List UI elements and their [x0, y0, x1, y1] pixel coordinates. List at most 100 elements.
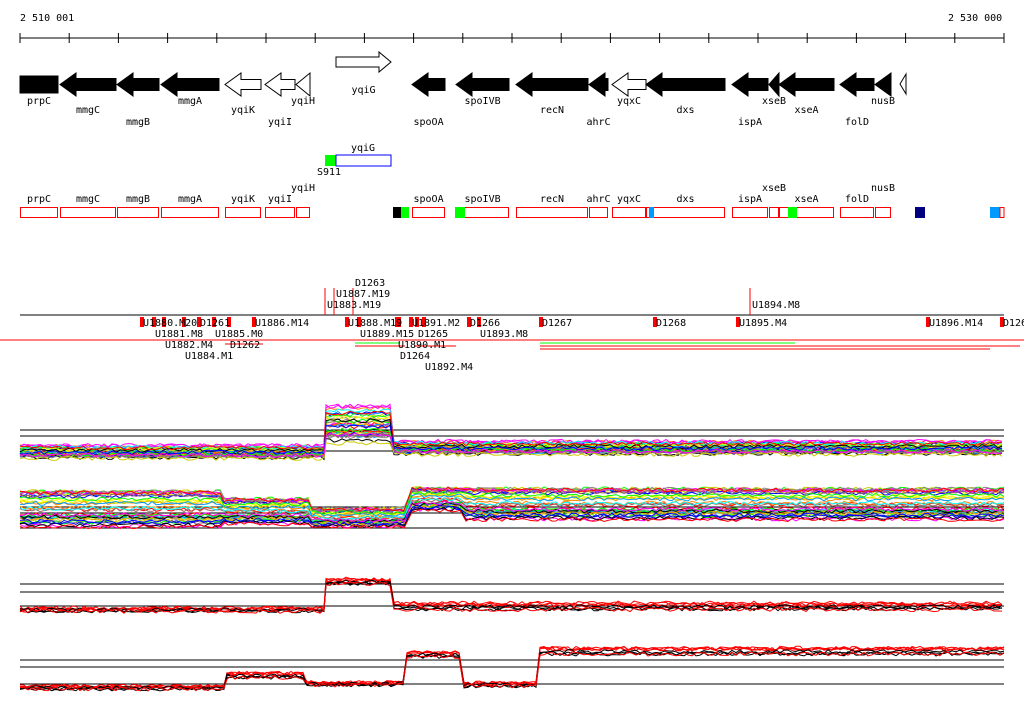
operon-box-yqxC[interactable]: [612, 207, 646, 218]
gene-label-folD[interactable]: folD: [845, 117, 870, 128]
operon-label-yqxC: yqxC: [617, 194, 642, 205]
gene-arrow-yqiG[interactable]: [335, 50, 392, 74]
segment-label[interactable]: U1881.M8: [155, 329, 204, 340]
gene-arrow-yqiK[interactable]: [224, 72, 262, 97]
gene-label-mmgC[interactable]: mmgC: [76, 105, 101, 116]
gene-arrow-dxs[interactable]: [645, 72, 726, 97]
segment-label[interactable]: U1880.M20: [143, 318, 198, 329]
operon-box-xseB[interactable]: [769, 207, 779, 218]
gene-arrow-xseA[interactable]: [778, 72, 835, 97]
operon-box-folD[interactable]: [840, 207, 874, 218]
gene-arrow-prpC[interactable]: [19, 75, 59, 94]
segment-label[interactable]: U1885.M0: [215, 329, 264, 340]
segment-label[interactable]: D1261: [200, 318, 231, 329]
operon-box-recN[interactable]: [516, 207, 588, 218]
gene-label-yqiH[interactable]: yqiH: [291, 96, 316, 107]
gene-label-nusB[interactable]: nusB: [871, 96, 896, 107]
gene-arrow-mmgA[interactable]: [160, 72, 220, 97]
segment-label[interactable]: U1893.M8: [480, 329, 529, 340]
expression-profile-line: [19, 508, 1005, 530]
regulatory-site-marker: [455, 207, 465, 218]
segment-marker: [182, 317, 186, 327]
segment-label[interactable]: D1264: [400, 351, 431, 362]
segment-marker: [252, 317, 256, 327]
operon-box-nusB[interactable]: [875, 207, 891, 218]
gene-arrow-ispA[interactable]: [731, 72, 769, 97]
operon-box-yqiI[interactable]: [265, 207, 295, 218]
gene-label-mmgB[interactable]: mmgB: [126, 117, 151, 128]
gene-arrow-spoIVB[interactable]: [455, 72, 510, 97]
segment-label[interactable]: U1884.M1: [185, 351, 234, 362]
segment-label[interactable]: U1890.M1: [398, 340, 447, 351]
segment-label[interactable]: U1891.M2: [412, 318, 461, 329]
operon-box-mmgA[interactable]: [161, 207, 219, 218]
segment-label[interactable]: U1888.M19: [348, 318, 403, 329]
expression-profile-line: [19, 432, 1002, 458]
segment-label[interactable]: D1269: [1003, 318, 1024, 329]
segment-label[interactable]: D1265: [418, 329, 449, 340]
gene-arrow-yqxC[interactable]: [611, 72, 647, 97]
segment-label[interactable]: U1882.M4: [165, 340, 214, 351]
gene-label-yqxC[interactable]: yqxC: [617, 96, 642, 107]
gene-label-spoIVB[interactable]: spoIVB: [464, 96, 501, 107]
gene-arrow-nusB[interactable]: [874, 72, 892, 97]
operon-box-yqiK[interactable]: [225, 207, 261, 218]
operon-box-mmgC[interactable]: [60, 207, 116, 218]
segment-marker: [409, 317, 413, 327]
operon-box-yqiH[interactable]: [296, 207, 310, 218]
operon-box-dxs[interactable]: [646, 207, 725, 218]
gene-arrow-recN[interactable]: [515, 72, 589, 97]
gene-label-mmgA[interactable]: mmgA: [178, 96, 203, 107]
operon-label-xseA: xseA: [794, 194, 819, 205]
gene-arrow-spoOA[interactable]: [411, 72, 446, 97]
segment-marker: [357, 317, 361, 327]
segment-label[interactable]: D1263: [355, 278, 386, 289]
gene-arrow-folD[interactable]: [839, 72, 875, 97]
segment-label[interactable]: U1896.M14: [929, 318, 984, 329]
operon-box-ahrC[interactable]: [589, 207, 608, 218]
gene-label-prpC[interactable]: prpC: [27, 96, 52, 107]
segment-label[interactable]: D1268: [656, 318, 687, 329]
segment-label[interactable]: U1887.M19: [336, 289, 391, 300]
segment-label[interactable]: U1895.M4: [739, 318, 788, 329]
gene-arrow-mmgC[interactable]: [59, 72, 117, 97]
segment-label[interactable]: U1889.M15: [360, 329, 415, 340]
segment-marker: [653, 317, 657, 327]
gene-label-yqiG[interactable]: yqiG: [351, 85, 376, 96]
gene-label-ispA[interactable]: ispA: [738, 117, 763, 128]
truncated-gene-arrow[interactable]: [899, 72, 907, 96]
expression-profile-line: [19, 581, 1003, 614]
operon-label-yqiI: yqiI: [268, 194, 293, 205]
gene-arrow-yqiI[interactable]: [264, 72, 296, 97]
gene-arrow-yqiH[interactable]: [295, 71, 311, 98]
operon-box-ispA[interactable]: [732, 207, 768, 218]
gene-arrow-ahrC[interactable]: [588, 72, 609, 97]
gene-label-xseB[interactable]: xseB: [762, 96, 787, 107]
segment-label[interactable]: D1267: [542, 318, 573, 329]
operon-box-spoOA[interactable]: [412, 207, 445, 218]
gene-label-recN[interactable]: recN: [540, 105, 565, 116]
gene-arrow-xseB[interactable]: [768, 71, 780, 98]
segment-label[interactable]: U1883.M19: [327, 300, 382, 311]
gene-label-dxs[interactable]: dxs: [676, 105, 695, 116]
gene-label-ahrC[interactable]: ahrC: [586, 117, 611, 128]
expression-profile-line: [19, 505, 1005, 527]
gene-label-yqiI[interactable]: yqiI: [268, 117, 293, 128]
segment-label[interactable]: U1892.M4: [425, 362, 474, 373]
gene-label-xseA[interactable]: xseA: [794, 105, 819, 116]
operon-label-ahrC: ahrC: [586, 194, 611, 205]
yqiG-feature-box[interactable]: [335, 154, 392, 167]
gene-arrow-mmgB[interactable]: [116, 72, 160, 97]
operon-box-xseA[interactable]: [779, 207, 834, 218]
operon-box-prpC[interactable]: [20, 207, 58, 218]
segment-label[interactable]: D1266: [470, 318, 501, 329]
operon-box-mmgB[interactable]: [117, 207, 159, 218]
segment-label[interactable]: D1262: [230, 340, 261, 351]
expression-profile-line: [19, 440, 1003, 461]
segment-label[interactable]: U1894.M8: [752, 300, 801, 311]
ruler-end-label: 2 530 000: [948, 13, 1003, 24]
gene-label-spoOA[interactable]: spoOA: [413, 117, 444, 128]
gene-label-yqiK[interactable]: yqiK: [231, 105, 256, 116]
segment-label[interactable]: U1886.M14: [255, 318, 310, 329]
